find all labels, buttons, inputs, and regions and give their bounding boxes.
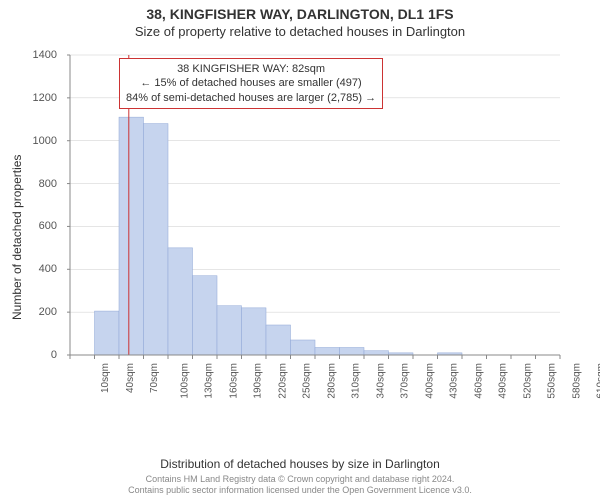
y-tick-label: 400 (17, 263, 57, 275)
histogram-bar (266, 325, 291, 355)
y-tick-label: 600 (17, 220, 57, 232)
histogram-bar (217, 306, 242, 355)
page-title: 38, KINGFISHER WAY, DARLINGTON, DL1 1FS (0, 0, 600, 22)
histogram-bar (364, 351, 389, 355)
x-tick-label: 280sqm (326, 363, 337, 399)
histogram-bar (168, 248, 193, 355)
histogram-bar (193, 276, 218, 355)
x-tick-label: 250sqm (302, 363, 313, 399)
x-tick-label: 370sqm (400, 363, 411, 399)
infobox-line3: 84% of semi-detached houses are larger (… (126, 91, 376, 105)
infobox-line1: 38 KINGFISHER WAY: 82sqm (126, 62, 376, 76)
x-tick-label: 400sqm (424, 363, 435, 399)
footer-line1: Contains HM Land Registry data © Crown c… (0, 474, 600, 485)
y-tick-label: 1200 (17, 92, 57, 104)
x-tick-label: 190sqm (253, 363, 264, 399)
footer: Contains HM Land Registry data © Crown c… (0, 474, 600, 496)
x-axis-label: Distribution of detached houses by size … (0, 457, 600, 471)
page-root: 38, KINGFISHER WAY, DARLINGTON, DL1 1FS … (0, 0, 600, 500)
x-tick-label: 40sqm (125, 363, 136, 393)
x-tick-label: 580sqm (571, 363, 582, 399)
x-tick-label: 100sqm (179, 363, 190, 399)
histogram-bar (291, 340, 316, 355)
x-tick-label: 460sqm (473, 363, 484, 399)
y-tick-label: 200 (17, 306, 57, 318)
y-tick-label: 1000 (17, 135, 57, 147)
x-tick-label: 310sqm (351, 363, 362, 399)
page-subtitle: Size of property relative to detached ho… (0, 22, 600, 39)
x-tick-label: 610sqm (596, 363, 600, 399)
histogram-bar (144, 124, 169, 355)
footer-line2: Contains public sector information licen… (0, 485, 600, 496)
x-tick-label: 340sqm (375, 363, 386, 399)
infobox-line2: ← 15% of detached houses are smaller (49… (126, 76, 376, 90)
y-tick-label: 0 (17, 349, 57, 361)
x-tick-label: 160sqm (228, 363, 239, 399)
y-tick-label: 800 (17, 178, 57, 190)
property-infobox: 38 KINGFISHER WAY: 82sqm ← 15% of detach… (119, 58, 383, 109)
chart-area: 0200400600800100012001400 10sqm40sqm70sq… (65, 50, 565, 410)
histogram-bar (315, 348, 340, 356)
histogram-bar (242, 308, 267, 355)
x-tick-label: 130sqm (204, 363, 215, 399)
x-tick-label: 490sqm (498, 363, 509, 399)
x-tick-label: 10sqm (100, 363, 111, 393)
histogram-bar (340, 348, 365, 356)
x-tick-label: 430sqm (449, 363, 460, 399)
y-tick-label: 1400 (17, 49, 57, 61)
histogram-bar (95, 311, 120, 355)
x-tick-label: 70sqm (149, 363, 160, 393)
histogram-bar (119, 117, 144, 355)
x-tick-label: 220sqm (277, 363, 288, 399)
x-tick-label: 520sqm (522, 363, 533, 399)
x-tick-label: 550sqm (547, 363, 558, 399)
